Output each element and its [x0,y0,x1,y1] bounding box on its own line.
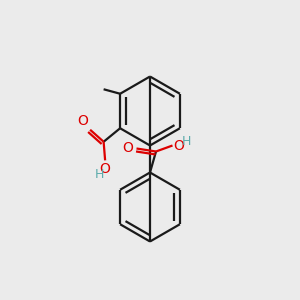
Text: O: O [123,141,134,155]
Text: O: O [173,140,184,153]
Text: O: O [78,114,88,128]
Text: H: H [95,168,104,181]
Text: O: O [100,162,111,176]
Text: H: H [182,135,191,148]
